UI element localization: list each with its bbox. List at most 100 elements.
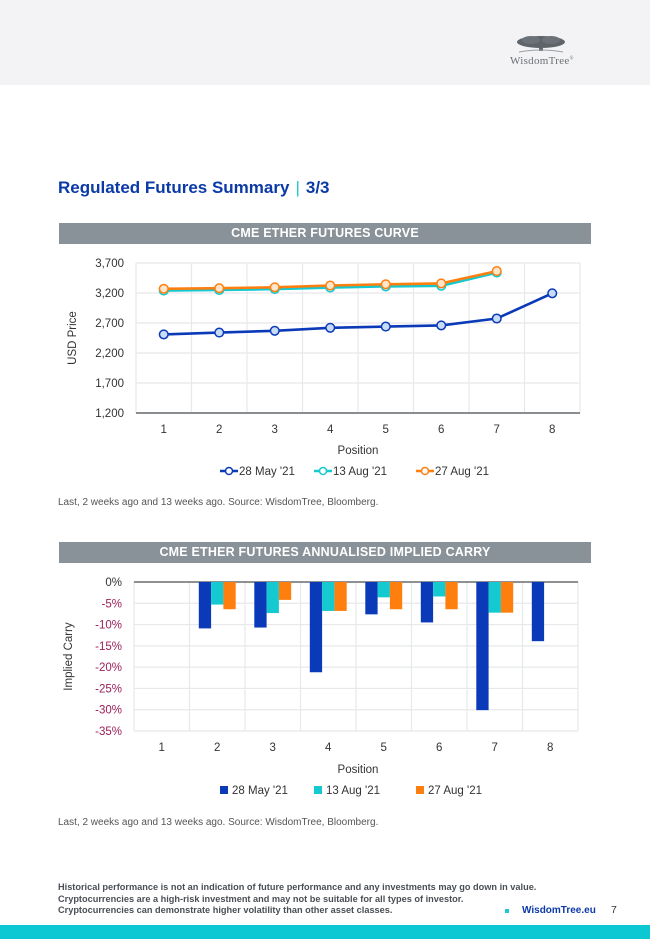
data-point: [380, 321, 391, 332]
bar: [377, 582, 390, 598]
data-point: [325, 280, 336, 291]
x-tick-label: 2: [216, 424, 222, 436]
legend-label: 28 May '21: [239, 466, 295, 478]
bar: [433, 582, 446, 597]
y-tick-label: 1,700: [95, 378, 124, 390]
y-tick-label: -30%: [95, 705, 122, 717]
disclaimer-line: Historical performance is not an indicat…: [58, 882, 537, 892]
legend-label: 27 Aug '21: [428, 785, 482, 797]
chart1-title-banner: CME ETHER FUTURES CURVE: [59, 223, 591, 244]
data-point: [158, 329, 169, 340]
y-tick-label: -20%: [95, 662, 122, 674]
bar: [334, 582, 347, 611]
bar: [278, 582, 292, 600]
legend-swatch-icon: [220, 786, 228, 794]
legend-label: 28 May '21: [232, 785, 288, 797]
data-point: [269, 282, 280, 293]
legend-swatch-icon: [314, 786, 322, 794]
y-axis-label: Implied Carry: [63, 622, 75, 691]
legend-label: 13 Aug '21: [326, 785, 380, 797]
page-number: 7: [611, 904, 617, 916]
y-tick-label: 2,200: [95, 348, 124, 360]
bar: [500, 582, 514, 613]
x-tick-label: 8: [547, 742, 553, 754]
bar: [488, 582, 501, 613]
y-tick-label: -10%: [95, 620, 122, 632]
x-tick-label: 1: [159, 742, 165, 754]
data-point: [547, 288, 558, 299]
data-point: [269, 325, 280, 336]
y-tick-label: -25%: [95, 683, 122, 695]
data-point: [214, 327, 225, 338]
y-tick-label: -5%: [102, 598, 122, 610]
y-tick-label: 0%: [105, 577, 122, 589]
data-point: [436, 320, 447, 331]
bar: [309, 582, 323, 673]
x-tick-label: 5: [383, 424, 389, 436]
legend-marker-icon: [318, 466, 328, 476]
x-axis-label: Position: [338, 764, 379, 776]
registered-mark: ®: [569, 56, 574, 62]
futures-curve-chart: 1,200 1,700 2,200 2,700 3,200 3,700 1 2 3 4 5 6 7 8 Po…: [67, 258, 581, 478]
bar: [266, 582, 279, 614]
data-point: [325, 322, 336, 333]
x-tick-label: 8: [549, 424, 555, 436]
page-indicator: 3/3: [305, 178, 330, 197]
y-tick-label: 1,200: [95, 408, 124, 420]
x-tick-label: 2: [214, 742, 220, 754]
bar: [389, 582, 403, 610]
data-point: [158, 283, 169, 294]
legend-marker-icon: [420, 466, 430, 476]
bar: [365, 582, 378, 615]
y-tick-label: 3,200: [95, 288, 124, 300]
x-axis-label: Position: [338, 445, 379, 457]
website-link[interactable]: WisdomTree.eu: [522, 905, 596, 916]
y-tick-label: -15%: [95, 641, 122, 653]
bar: [445, 582, 458, 610]
bar: [322, 582, 335, 611]
x-tick-label: 1: [161, 424, 167, 436]
bar: [531, 582, 545, 642]
x-tick-label: 3: [270, 742, 276, 754]
legend-label: 13 Aug '21: [333, 466, 387, 478]
chart2-caption: Last, 2 weeks ago and 13 weeks ago. Sour…: [58, 817, 379, 828]
x-tick-label: 5: [381, 742, 387, 754]
page-title-text: Regulated Futures Summary: [58, 178, 290, 197]
title-separator: |: [295, 178, 300, 197]
bar: [476, 582, 489, 711]
x-tick-label: 7: [494, 424, 500, 436]
bar: [198, 582, 212, 629]
disclaimer: Historical performance is not an indicat…: [58, 882, 536, 917]
tree-icon: [517, 36, 565, 53]
x-tick-label: 4: [327, 424, 334, 436]
x-tick-label: 3: [272, 424, 278, 436]
data-point: [380, 279, 391, 290]
disclaimer-line: Cryptocurrencies are a high-risk investm…: [58, 893, 464, 904]
implied-carry-chart: 0% -5% -10% -15% -20% -25% -30% -35% 1 2 3 4 5 6 7 8 Pos…: [63, 577, 579, 797]
bar: [223, 582, 236, 610]
x-tick-label: 6: [438, 424, 444, 436]
bar: [211, 582, 224, 605]
chart1-caption: Last, 2 weeks ago and 13 weeks ago. Sour…: [58, 497, 379, 508]
x-tick-label: 6: [436, 742, 442, 754]
data-point: [436, 278, 447, 289]
page-title: Regulated Futures Summary | 3/3: [58, 178, 330, 198]
disclaimer-line: Cryptocurrencies can demonstrate higher …: [58, 905, 393, 915]
y-tick-label: 3,700: [95, 258, 124, 270]
legend-marker-icon: [224, 466, 234, 476]
data-point: [491, 266, 502, 277]
series-line: [163, 292, 553, 336]
x-tick-label: 4: [325, 742, 332, 754]
y-axis-label: USD Price: [67, 311, 79, 365]
bullet-icon: [505, 909, 509, 913]
bar: [254, 582, 267, 628]
x-tick-label: 7: [492, 742, 498, 754]
data-point: [214, 283, 225, 294]
bar: [420, 582, 434, 623]
data-point: [491, 313, 502, 324]
bottom-accent-band: [0, 925, 650, 939]
logo-text: WisdomTree: [510, 55, 570, 67]
y-tick-label: 2,700: [95, 318, 124, 330]
chart2-title-banner: CME ETHER FUTURES ANNUALISED IMPLIED CAR…: [59, 542, 591, 563]
legend-label: 27 Aug '21: [435, 466, 489, 478]
